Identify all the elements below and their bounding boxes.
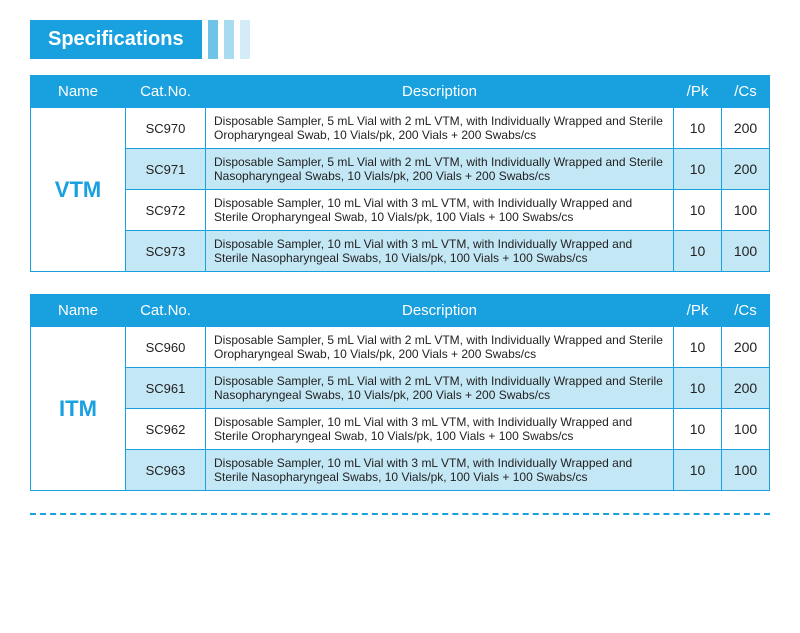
- specifications-tables: NameCat.No.Description/Pk/CsVTMSC970Disp…: [30, 75, 770, 491]
- catalog-number: SC963: [126, 450, 206, 491]
- per-case: 200: [722, 368, 770, 409]
- specifications-header: Specifications: [30, 20, 770, 59]
- catalog-number: SC961: [126, 368, 206, 409]
- description-cell: Disposable Sampler, 5 mL Vial with 2 mL …: [206, 368, 674, 409]
- catalog-number: SC971: [126, 149, 206, 190]
- description-cell: Disposable Sampler, 10 mL Vial with 3 mL…: [206, 231, 674, 272]
- dashed-divider: [30, 513, 770, 515]
- catalog-number: SC962: [126, 409, 206, 450]
- per-pack: 10: [674, 368, 722, 409]
- column-header: Cat.No.: [126, 76, 206, 108]
- column-header: Name: [31, 76, 126, 108]
- per-pack: 10: [674, 450, 722, 491]
- spec-table: NameCat.No.Description/Pk/CsVTMSC970Disp…: [30, 75, 770, 272]
- per-case: 200: [722, 108, 770, 149]
- column-header: /Pk: [674, 295, 722, 327]
- column-header: Description: [206, 76, 674, 108]
- description-cell: Disposable Sampler, 10 mL Vial with 3 mL…: [206, 190, 674, 231]
- column-header: /Cs: [722, 295, 770, 327]
- table-row: SC973Disposable Sampler, 10 mL Vial with…: [31, 231, 770, 272]
- per-case: 200: [722, 149, 770, 190]
- column-header: Cat.No.: [126, 295, 206, 327]
- per-case: 100: [722, 450, 770, 491]
- per-pack: 10: [674, 108, 722, 149]
- per-case: 200: [722, 327, 770, 368]
- description-cell: Disposable Sampler, 5 mL Vial with 2 mL …: [206, 149, 674, 190]
- per-pack: 10: [674, 190, 722, 231]
- header-accent-bar: [208, 20, 218, 59]
- description-cell: Disposable Sampler, 5 mL Vial with 2 mL …: [206, 327, 674, 368]
- group-name: ITM: [31, 327, 126, 491]
- column-header: Description: [206, 295, 674, 327]
- group-name: VTM: [31, 108, 126, 272]
- catalog-number: SC970: [126, 108, 206, 149]
- table-row: SC963Disposable Sampler, 10 mL Vial with…: [31, 450, 770, 491]
- description-cell: Disposable Sampler, 5 mL Vial with 2 mL …: [206, 108, 674, 149]
- table-row: VTMSC970Disposable Sampler, 5 mL Vial wi…: [31, 108, 770, 149]
- catalog-number: SC973: [126, 231, 206, 272]
- column-header: /Pk: [674, 76, 722, 108]
- description-cell: Disposable Sampler, 10 mL Vial with 3 mL…: [206, 450, 674, 491]
- per-pack: 10: [674, 409, 722, 450]
- per-case: 100: [722, 190, 770, 231]
- table-row: ITMSC960Disposable Sampler, 5 mL Vial wi…: [31, 327, 770, 368]
- per-pack: 10: [674, 327, 722, 368]
- specifications-title: Specifications: [30, 20, 202, 59]
- description-cell: Disposable Sampler, 10 mL Vial with 3 mL…: [206, 409, 674, 450]
- spec-table: NameCat.No.Description/Pk/CsITMSC960Disp…: [30, 294, 770, 491]
- per-pack: 10: [674, 149, 722, 190]
- per-case: 100: [722, 409, 770, 450]
- catalog-number: SC972: [126, 190, 206, 231]
- column-header: Name: [31, 295, 126, 327]
- header-accent-bar: [240, 20, 250, 59]
- table-row: SC961Disposable Sampler, 5 mL Vial with …: [31, 368, 770, 409]
- table-row: SC962Disposable Sampler, 10 mL Vial with…: [31, 409, 770, 450]
- table-row: SC971Disposable Sampler, 5 mL Vial with …: [31, 149, 770, 190]
- per-pack: 10: [674, 231, 722, 272]
- table-row: SC972Disposable Sampler, 10 mL Vial with…: [31, 190, 770, 231]
- catalog-number: SC960: [126, 327, 206, 368]
- column-header: /Cs: [722, 76, 770, 108]
- per-case: 100: [722, 231, 770, 272]
- header-accent-bar: [224, 20, 234, 59]
